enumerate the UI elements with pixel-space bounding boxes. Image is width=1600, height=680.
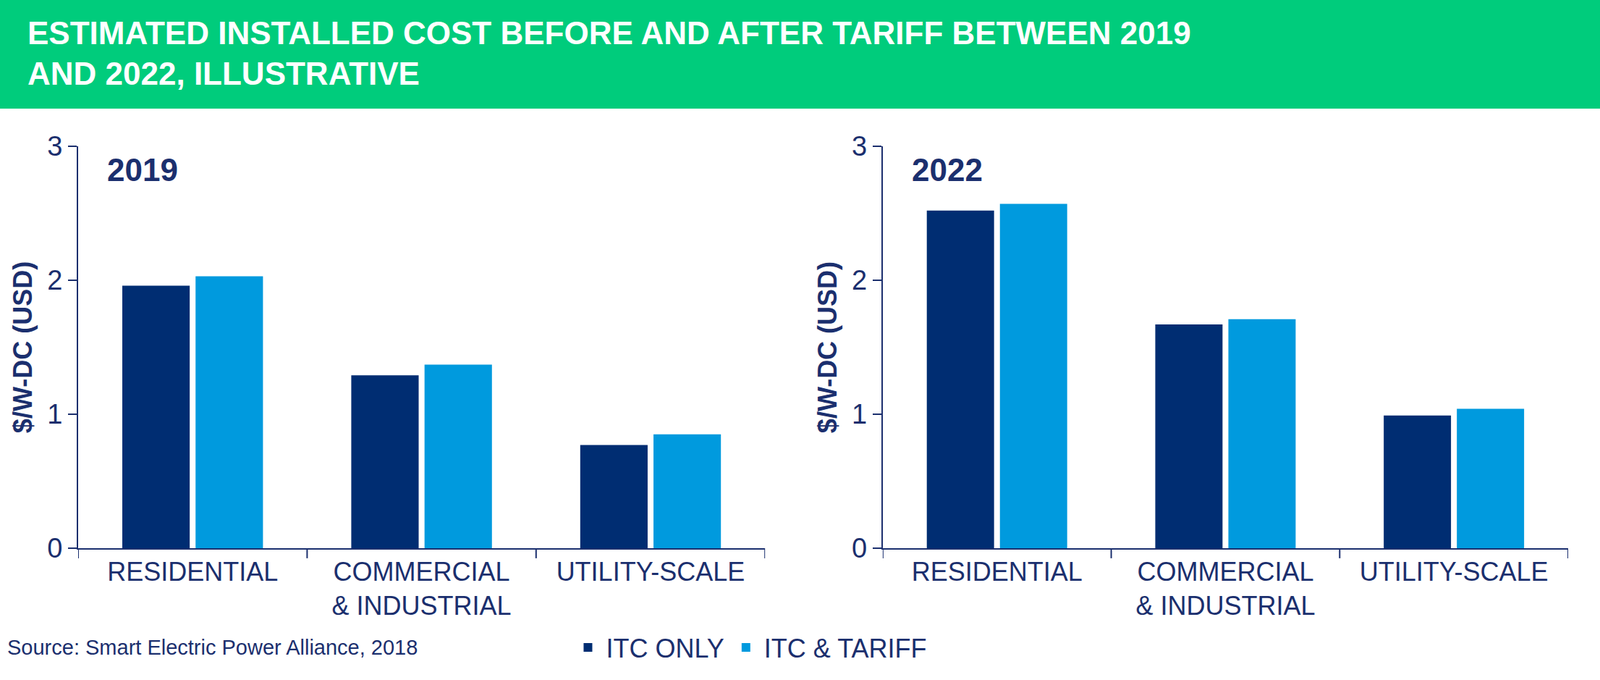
svg-text:0: 0	[47, 532, 63, 564]
svg-text:UTILITY-SCALE: UTILITY-SCALE	[556, 556, 746, 587]
svg-text:2: 2	[851, 264, 867, 296]
svg-text:COMMERCIAL& INDUSTRIAL: COMMERCIAL& INDUSTRIAL	[1135, 556, 1315, 621]
svg-text:1: 1	[851, 398, 867, 430]
svg-text:2022: 2022	[911, 151, 983, 188]
svg-text:Source: Smart Electric Power A: Source: Smart Electric Power Alliance, 2…	[7, 635, 418, 659]
svg-text:2019: 2019	[107, 151, 179, 188]
svg-text:ITC ONLY: ITC ONLY	[605, 633, 724, 663]
html-text:ESTIMATED INSTALLED COST BEFOR: ESTIMATED INSTALLED COST BEFORE AND AFTE…	[27, 15, 1191, 92]
svg-text:ITC & TARIFF: ITC & TARIFF	[764, 633, 928, 663]
svg-text:3: 3	[851, 130, 867, 162]
svg-text:0: 0	[851, 532, 867, 564]
svg-text:$/W-DC (USD): $/W-DC (USD)	[7, 261, 38, 433]
svg-text:1: 1	[47, 398, 63, 430]
svg-text:3: 3	[47, 130, 63, 162]
svg-text:COMMERCIAL& INDUSTRIAL: COMMERCIAL& INDUSTRIAL	[332, 556, 512, 621]
svg-text:$/W-DC (USD): $/W-DC (USD)	[812, 261, 843, 433]
svg-text:2: 2	[47, 264, 63, 296]
svg-text:UTILITY-SCALE: UTILITY-SCALE	[1359, 556, 1549, 587]
svg-text:RESIDENTIAL: RESIDENTIAL	[107, 556, 278, 587]
svg-text:RESIDENTIAL: RESIDENTIAL	[911, 556, 1083, 587]
